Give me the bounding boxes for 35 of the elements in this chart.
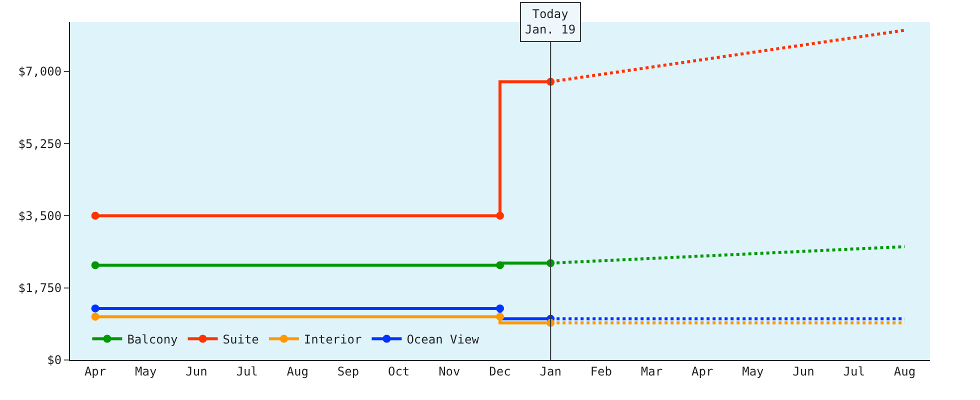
x-tick-label: Apr xyxy=(84,364,106,378)
ref-line-label: Today Jan. 19 xyxy=(525,7,576,37)
legend-label: Balcony xyxy=(127,332,178,346)
x-tick-label: May xyxy=(135,364,157,378)
x-tick-label: Aug xyxy=(286,364,308,378)
x-tick-label: Jan xyxy=(540,364,562,378)
x-tick-label: Apr xyxy=(692,364,714,378)
x-tick-label: Jul xyxy=(236,364,258,378)
y-tick-label: $0 xyxy=(47,353,62,368)
y-tick-label: $1,750 xyxy=(18,281,62,296)
legend-label: Interior xyxy=(304,332,362,346)
legend-label: Ocean View xyxy=(406,332,480,346)
x-tick-label: Jun xyxy=(792,364,814,378)
point xyxy=(91,312,100,321)
x-tick-label: Aug xyxy=(894,364,916,378)
point xyxy=(91,212,100,220)
x-tick-label: Jul xyxy=(843,364,865,378)
y-tick-label: $7,000 xyxy=(18,64,62,79)
x-tick-label: Mar xyxy=(640,364,663,378)
y-tick-label: $5,250 xyxy=(18,136,62,151)
y-tick-label: $3,500 xyxy=(18,208,62,223)
x-tick-label: Nov xyxy=(438,364,460,378)
point xyxy=(496,261,504,270)
x-tick-label: Sep xyxy=(337,364,360,378)
point xyxy=(91,304,100,312)
point xyxy=(496,304,504,312)
x-tick-label: May xyxy=(742,364,764,378)
x-tick-label: Oct xyxy=(388,364,410,378)
point xyxy=(496,312,504,321)
x-tick-label: Jun xyxy=(186,364,208,378)
x-tick-label: Feb xyxy=(590,364,612,378)
legend-label: Suite xyxy=(222,332,259,346)
point xyxy=(91,261,100,270)
x-tick-label: Dec xyxy=(489,364,511,378)
point xyxy=(496,212,504,220)
